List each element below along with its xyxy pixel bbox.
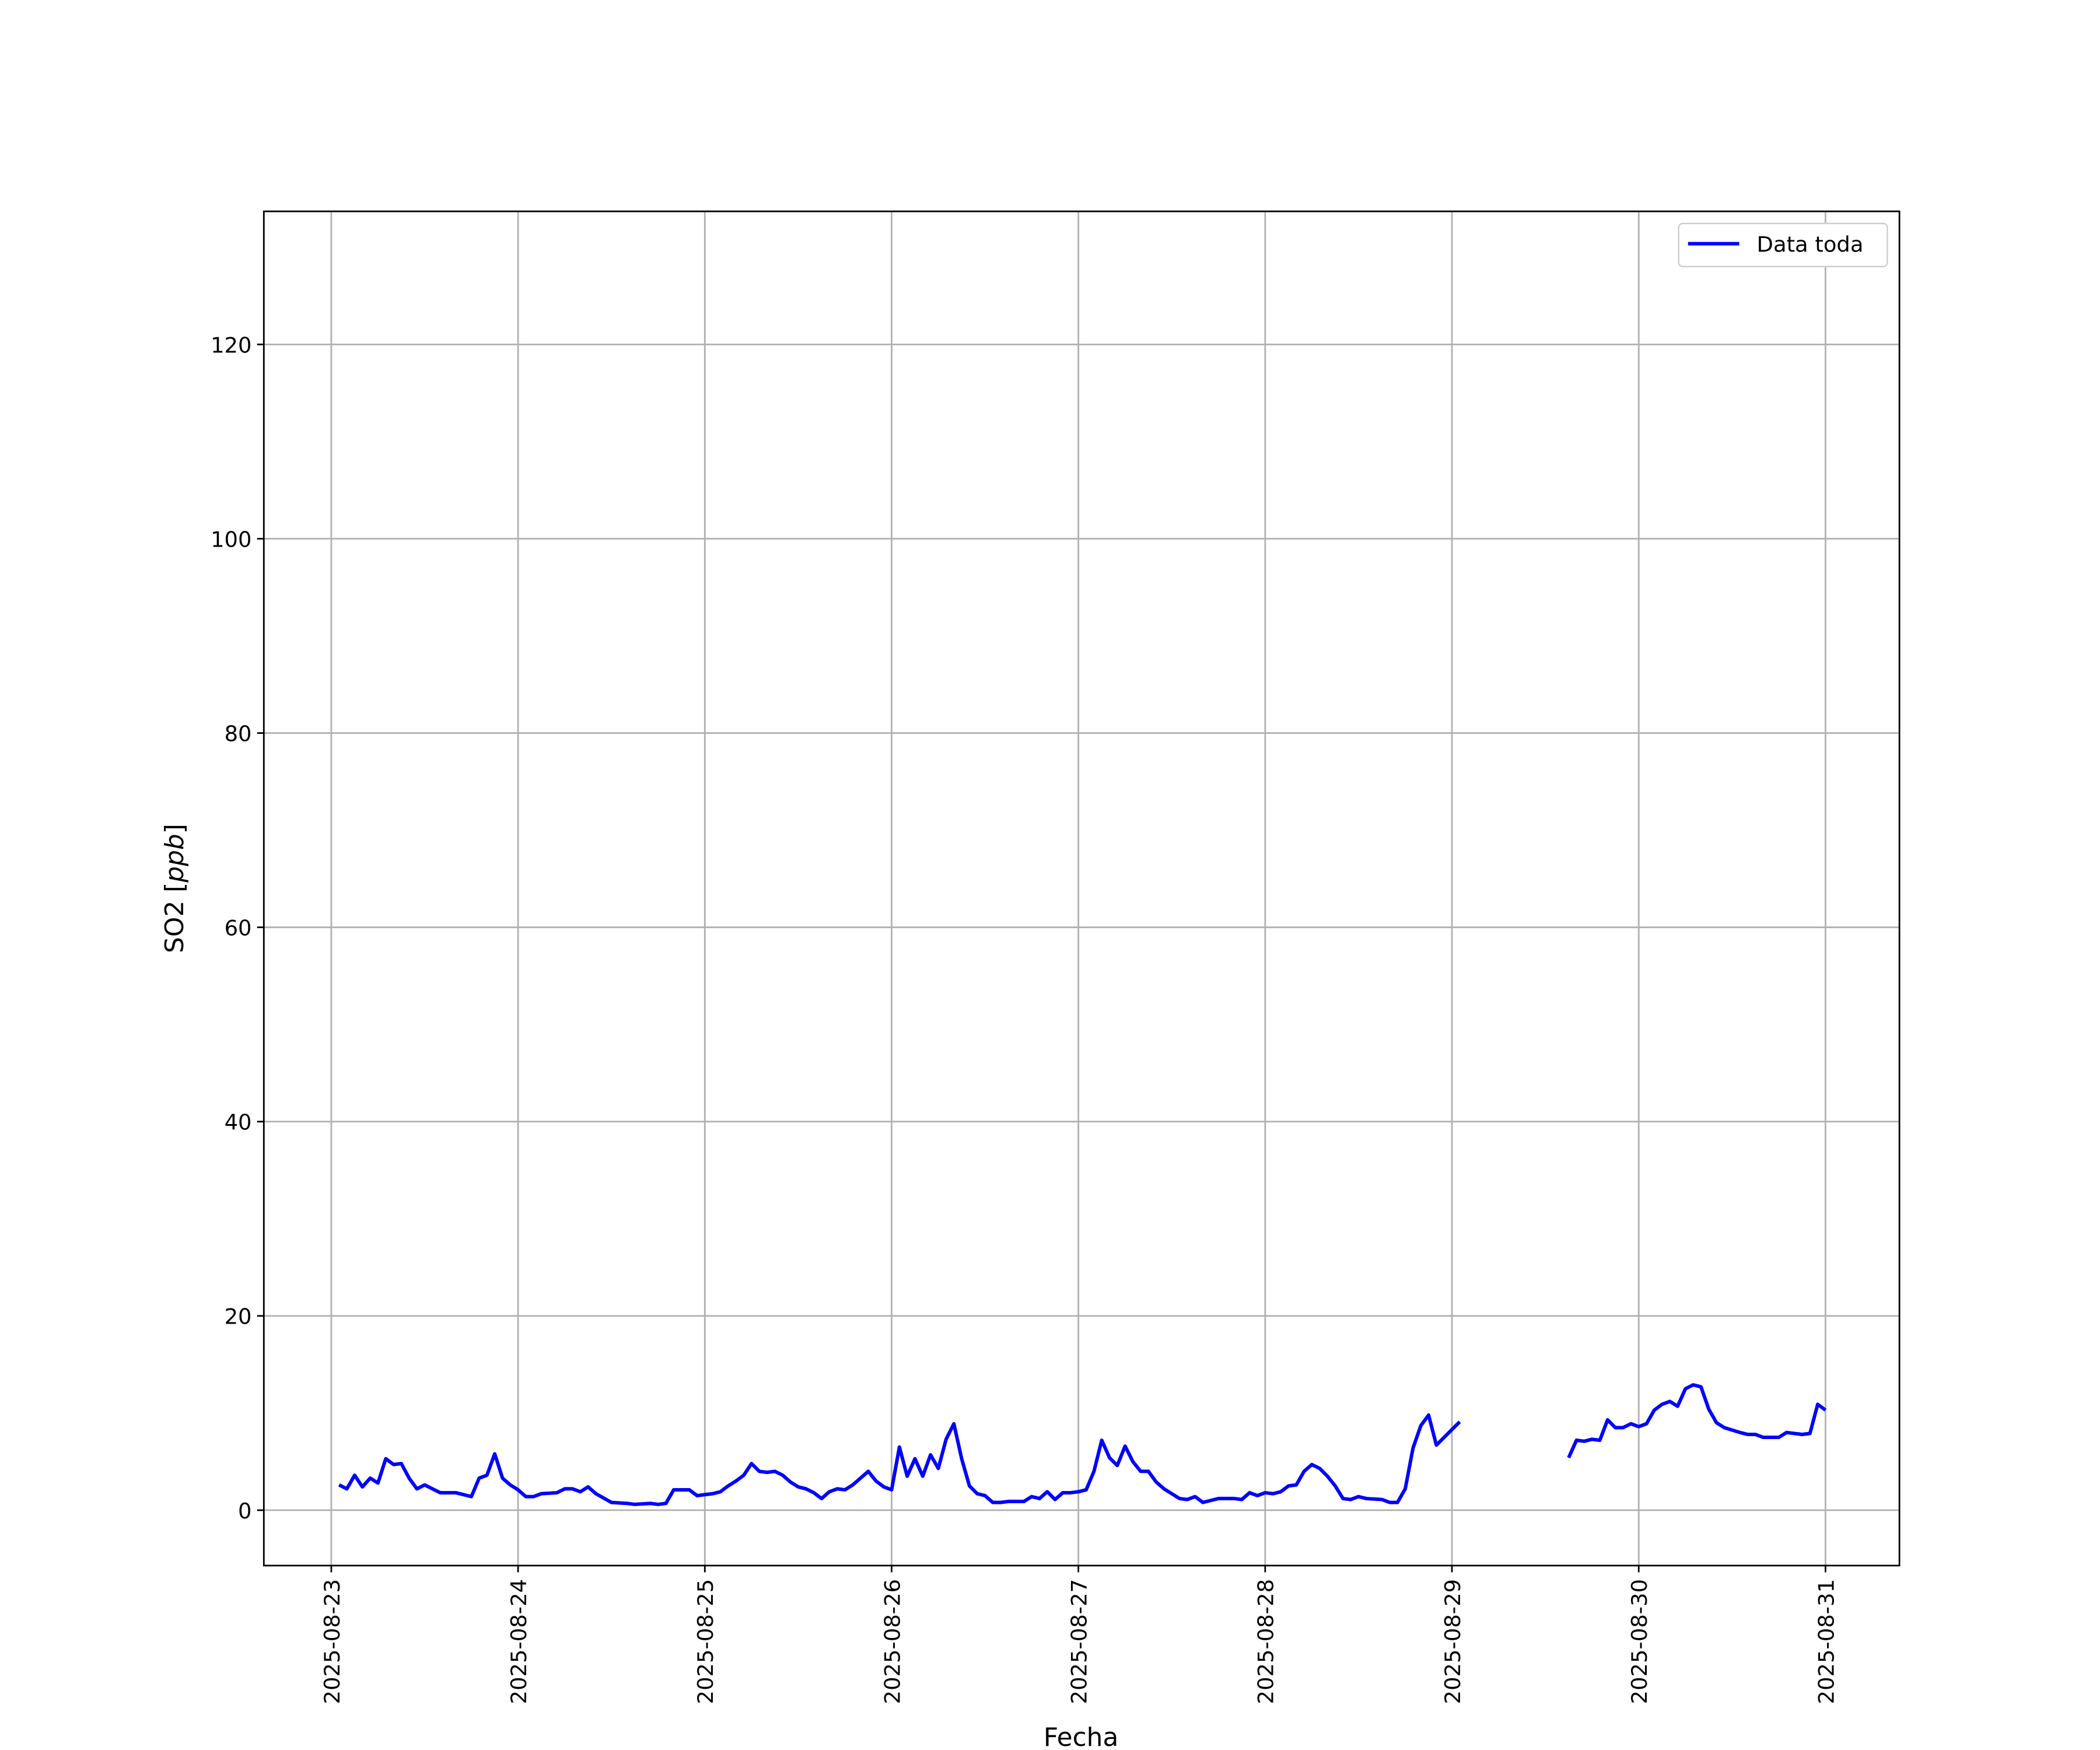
x-tick-label: 2025-08-24 — [506, 1579, 531, 1704]
x-tick-label: 2025-08-25 — [693, 1579, 718, 1704]
x-tick-label: 2025-08-28 — [1254, 1579, 1279, 1704]
y-tick-label: 20 — [225, 1304, 252, 1329]
y-tick-label: 80 — [225, 721, 252, 746]
x-axis-label: Fecha — [1044, 1723, 1119, 1750]
legend: Data toda — [1678, 222, 1888, 268]
y-tick-label: 0 — [238, 1499, 251, 1524]
y-tick-label: 120 — [211, 332, 251, 358]
x-tick-label: 2025-08-23 — [320, 1579, 345, 1704]
x-axis: 2025-08-23 2025-08-24 2025-08-25 2025-08-26… — [320, 1565, 1839, 1704]
y-tick-label: 40 — [225, 1110, 252, 1135]
grid — [264, 211, 1900, 1566]
x-tick-label: 2025-08-29 — [1440, 1579, 1465, 1704]
x-tick-label: 2025-08-30 — [1627, 1579, 1652, 1704]
y-axis: 0 20 40 60 80 100 120 — [211, 332, 264, 1524]
y-tick-label: 60 — [225, 916, 252, 941]
y-tick-label: 100 — [211, 527, 251, 552]
x-tick-label: 2025-08-31 — [1814, 1579, 1839, 1704]
series-layer — [338, 1383, 1827, 1506]
series-line-segment — [338, 1413, 1461, 1506]
legend-label: Data toda — [1757, 232, 1864, 257]
x-tick-label: 2025-08-27 — [1067, 1579, 1092, 1704]
y-axis-label: SO2 [ppb] — [160, 824, 190, 953]
x-tick-label: 2025-08-26 — [880, 1579, 905, 1704]
plot-frame — [262, 210, 1901, 1567]
legend-box — [1678, 222, 1888, 268]
